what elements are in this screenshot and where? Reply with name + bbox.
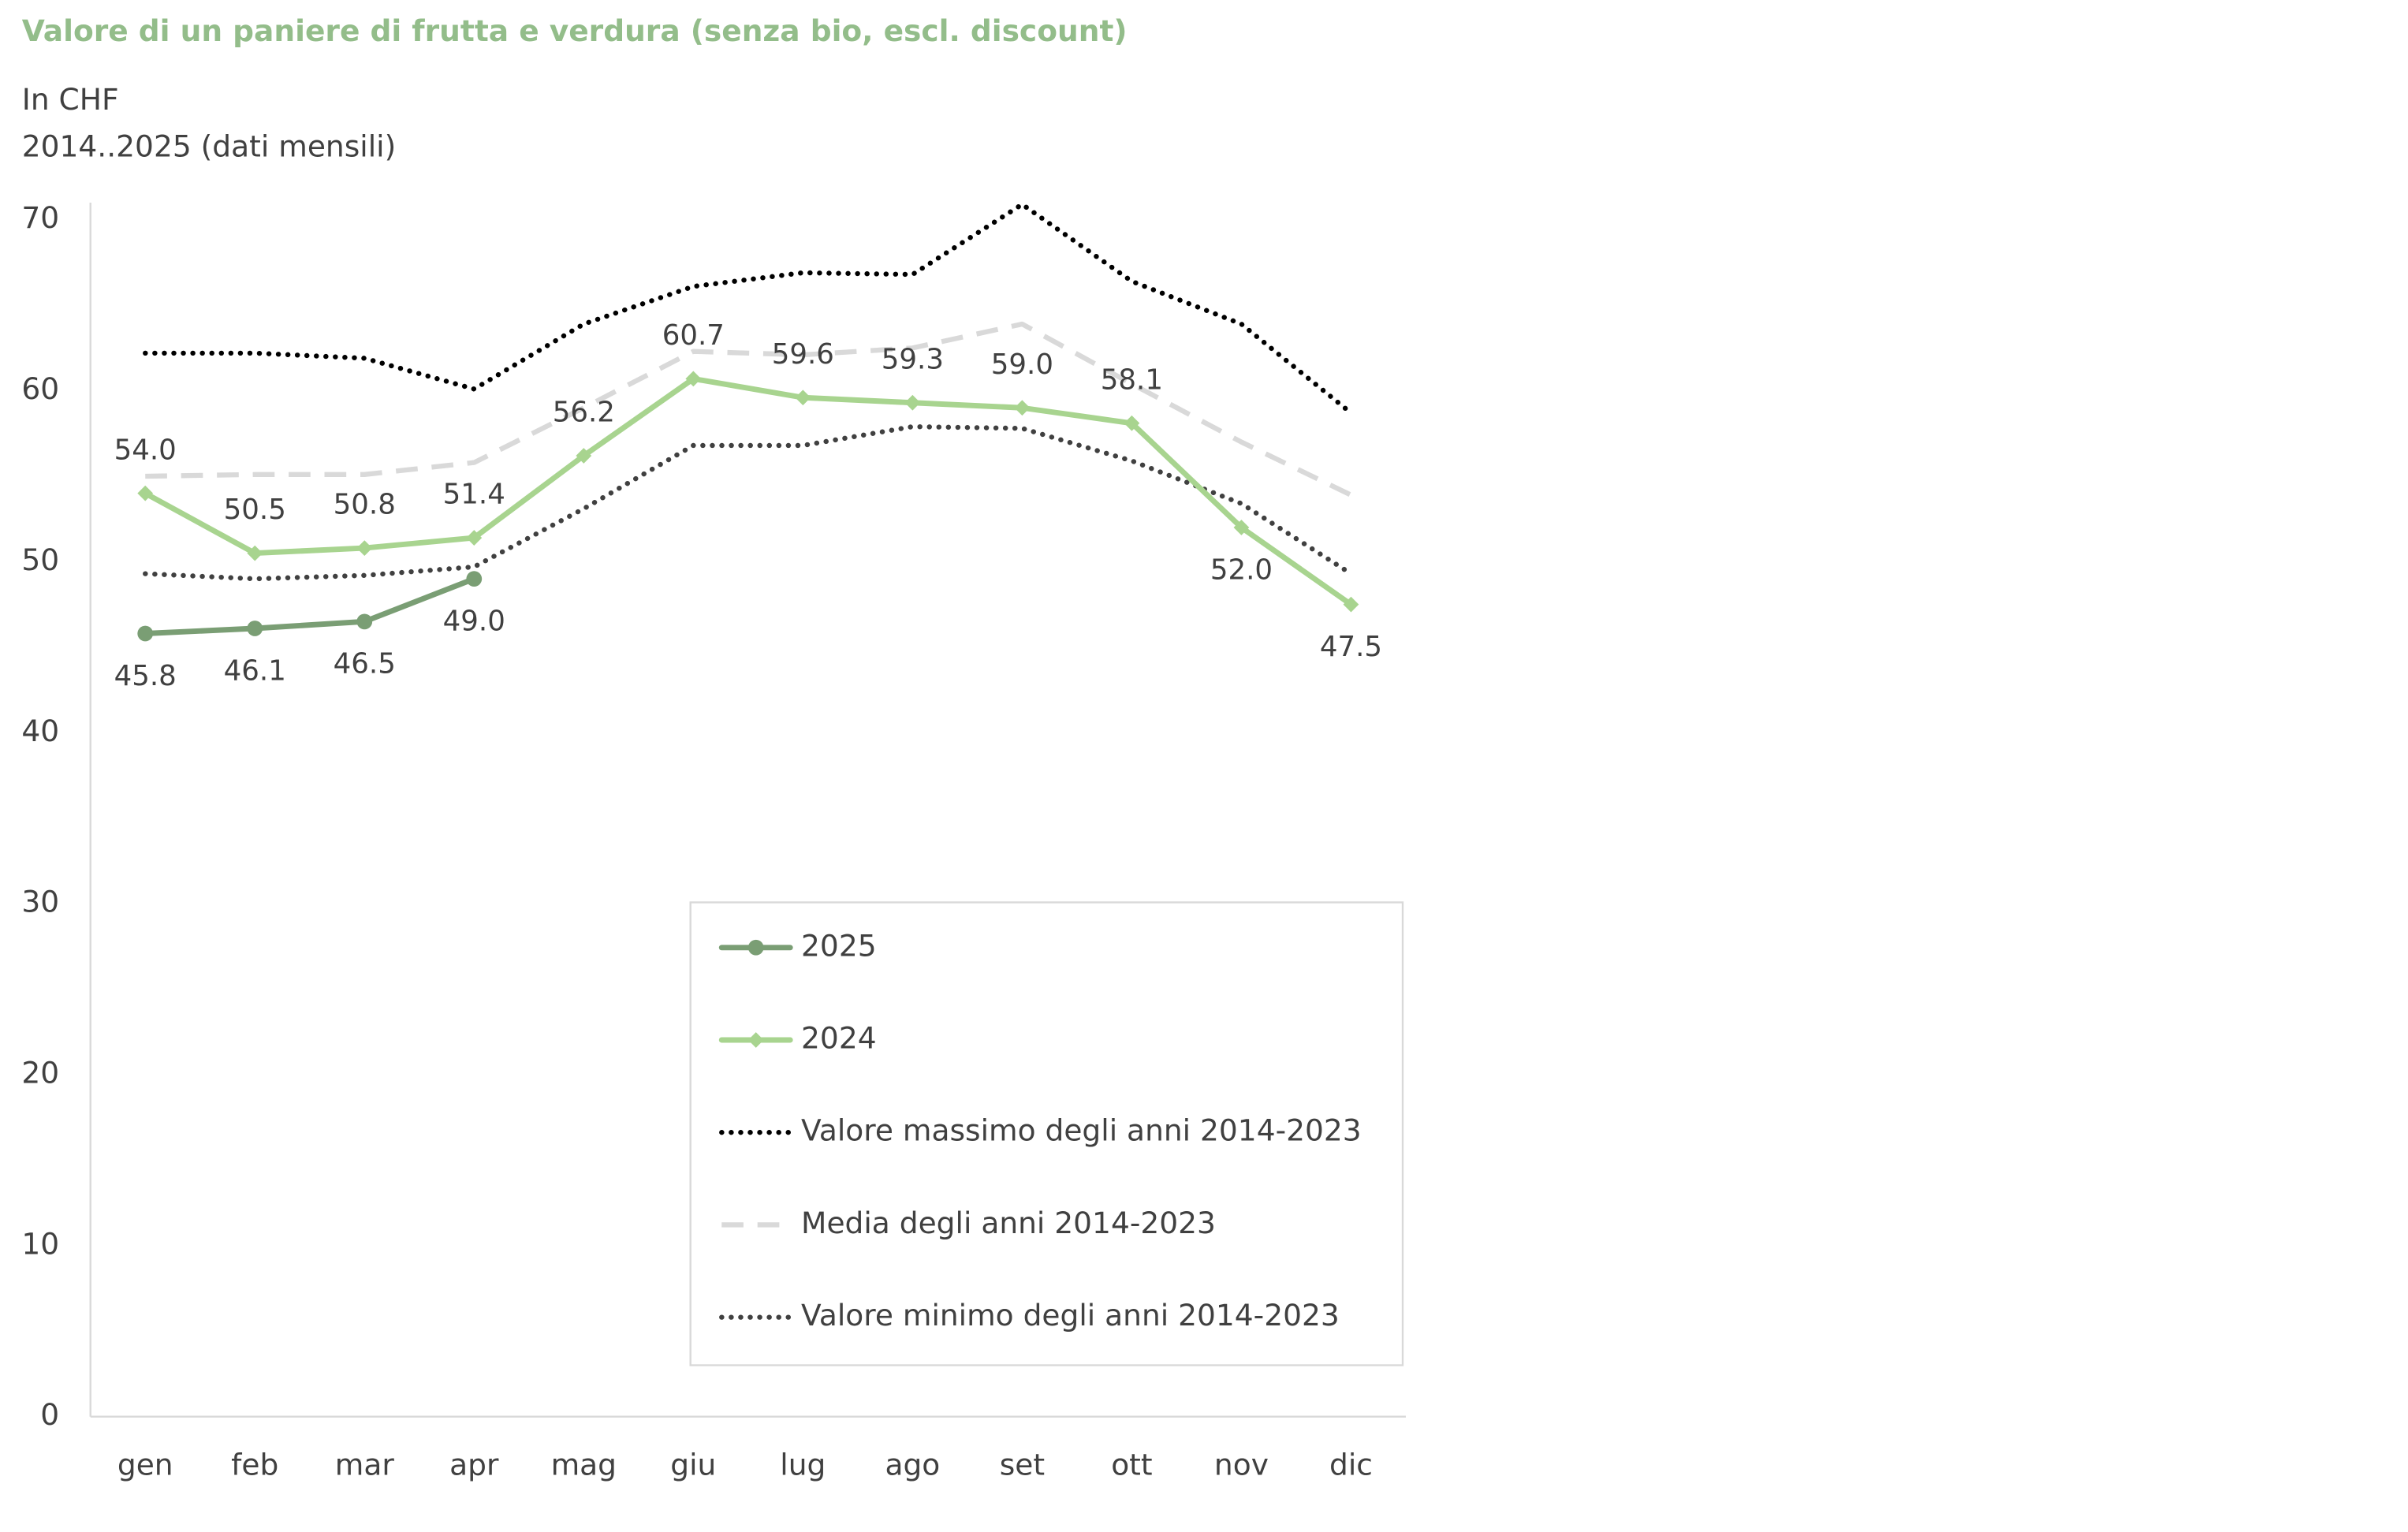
x-tick-label: dic: [1329, 1447, 1373, 1482]
marker: [137, 625, 154, 642]
marker: [137, 485, 154, 501]
chart-title: Valore di un paniere di frutta e verdura…: [22, 13, 1128, 48]
data-label: 49.0: [443, 605, 505, 637]
marker: [247, 621, 263, 636]
marker: [466, 571, 483, 587]
y-tick-label: 30: [21, 885, 59, 919]
y-tick-label: 60: [21, 371, 59, 406]
x-tick-label: nov: [1214, 1447, 1269, 1482]
legend-marker: [747, 939, 764, 956]
data-label: 59.3: [882, 343, 944, 375]
x-tick-label: feb: [231, 1447, 278, 1482]
y-tick-label: 20: [21, 1056, 59, 1090]
data-label: 59.0: [991, 349, 1053, 381]
marker: [356, 540, 373, 556]
x-tick-label: lug: [780, 1447, 826, 1482]
series-line: [145, 321, 1352, 498]
marker: [356, 613, 373, 630]
data-label: 58.1: [1101, 363, 1163, 396]
marker: [904, 394, 921, 411]
x-tick-label: mag: [551, 1447, 617, 1482]
y-tick-label: 40: [21, 714, 59, 748]
x-tick-label: mar: [335, 1447, 395, 1482]
x-tick-label: apr: [449, 1447, 499, 1482]
data-label: 46.1: [224, 654, 286, 687]
series-line: [143, 423, 1354, 582]
data-label: 54.0: [114, 434, 177, 466]
data-label: 51.4: [443, 479, 505, 511]
legend-box: [689, 901, 1404, 1366]
legend-label: Valore massimo degli anni 2014-2023: [801, 1113, 1362, 1148]
marker: [1343, 596, 1359, 613]
x-tick-label: set: [1000, 1447, 1045, 1482]
series-line: [142, 375, 1354, 608]
data-label: 45.8: [114, 660, 177, 692]
legend-label: Media degli anni 2014-2023: [801, 1206, 1216, 1240]
legend-marker: [747, 1032, 764, 1048]
data-label: 52.0: [1210, 554, 1273, 586]
data-label: 47.5: [1320, 631, 1382, 663]
series-line: [143, 202, 1354, 416]
data-label: 60.7: [662, 319, 725, 352]
x-tick-label: giu: [670, 1447, 716, 1482]
y-tick-label: 50: [21, 542, 59, 577]
x-tick-label: gen: [117, 1447, 173, 1482]
data-label: 50.5: [224, 494, 286, 526]
y-tick-label: 0: [40, 1397, 59, 1432]
data-label: 46.5: [334, 648, 396, 680]
data-label: 50.8: [334, 489, 396, 521]
legend-label: Valore minimo degli anni 2014-2023: [801, 1298, 1340, 1333]
marker: [795, 390, 811, 406]
marker: [466, 530, 483, 546]
subtitle: In CHF: [22, 82, 119, 117]
y-tick-label: 70: [21, 200, 59, 235]
y-tick-label: 10: [21, 1226, 59, 1261]
data-label: 56.2: [553, 397, 615, 429]
x-tick-label: ott: [1111, 1447, 1152, 1482]
marker: [247, 545, 263, 561]
series-line: [142, 576, 477, 636]
legend-label: 2024: [801, 1020, 877, 1055]
marker: [1014, 400, 1031, 416]
data-label: 59.6: [772, 338, 834, 371]
x-tick-label: ago: [885, 1447, 940, 1482]
marker: [576, 448, 592, 464]
subtitle: 2014..2025 (dati mensili): [22, 129, 396, 163]
legend-label: 2025: [801, 928, 877, 963]
